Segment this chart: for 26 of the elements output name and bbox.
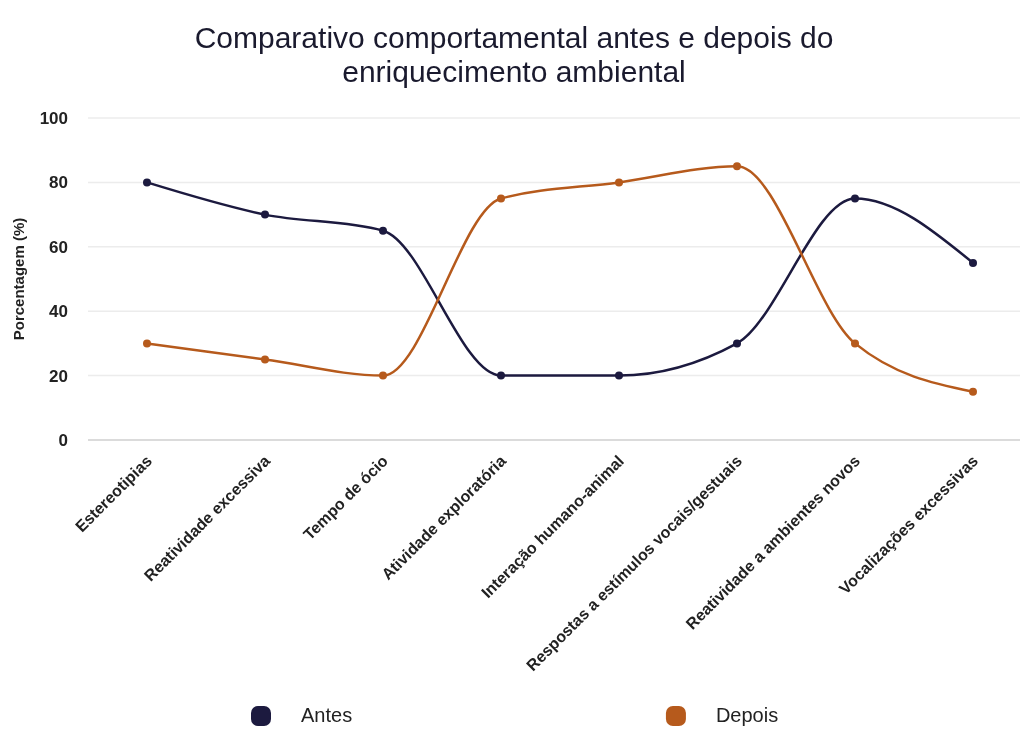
point [497, 371, 505, 380]
point [261, 355, 269, 364]
y-tick-label: 80 [49, 173, 68, 193]
point [851, 194, 859, 203]
y-tick-label: 100 [39, 109, 68, 128]
y-tick-label: 20 [49, 366, 68, 386]
point [615, 371, 623, 380]
point [969, 258, 977, 267]
chart-title: Comparativo comportamental antes e depois do enriquecimento ambiental [194, 21, 834, 88]
legend-label: Depois [715, 704, 779, 726]
point [969, 387, 977, 396]
y-tick-label: 40 [49, 302, 68, 322]
point [143, 339, 151, 348]
point [379, 226, 387, 235]
y-tick-label: 60 [49, 237, 68, 257]
point [733, 162, 741, 171]
point [851, 339, 859, 348]
y-tick-label: 0 [58, 431, 68, 450]
point [497, 194, 505, 203]
point [615, 178, 623, 187]
legend-label: Antes [301, 704, 353, 726]
point [143, 178, 151, 187]
point [261, 210, 269, 219]
point [733, 339, 741, 348]
y-axis-title: Porcentagem (%) [10, 217, 27, 341]
point [379, 371, 387, 380]
